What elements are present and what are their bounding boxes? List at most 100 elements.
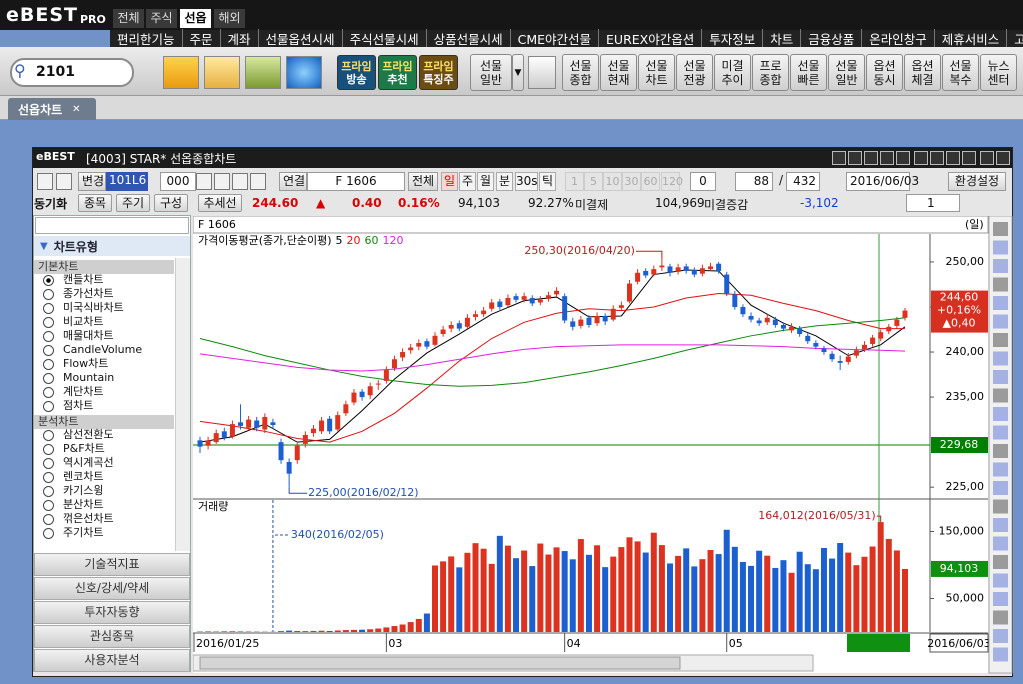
screen-button[interactable]: 프로 종합 [752, 54, 789, 91]
menu-item[interactable]: 금융상품 [800, 29, 861, 48]
tool-icon[interactable] [196, 173, 212, 190]
tool-icon[interactable] [214, 173, 230, 190]
market-tab[interactable]: 주식 [146, 9, 177, 28]
chart-type-item[interactable]: 꺾은선차트 [63, 512, 114, 525]
market-tab[interactable]: 전체 [113, 9, 144, 28]
tool-icon[interactable] [37, 173, 53, 190]
screen-button[interactable]: 선물 일반 [470, 54, 512, 91]
radio[interactable] [43, 373, 54, 384]
chart-type-item[interactable]: 매물대차트 [63, 329, 114, 342]
menu-item[interactable]: 주식선물시세 [341, 29, 426, 48]
period-button[interactable]: 분 [496, 172, 513, 191]
radio[interactable] [43, 275, 54, 286]
chart-type-item[interactable]: 미국식바차트 [63, 301, 124, 314]
radio[interactable] [43, 359, 54, 370]
screen-button[interactable]: 선물 현재 [600, 54, 637, 91]
chart-type-item[interactable]: 종가선차트 [63, 287, 114, 300]
layout-select[interactable]: 1 [906, 194, 960, 212]
menu-item[interactable]: EUREX야간옵션 [598, 29, 701, 48]
period-button[interactable]: 월 [477, 172, 494, 191]
window-control[interactable] [864, 151, 878, 165]
menu-item[interactable]: 상품선물시세 [425, 29, 510, 48]
screen-button[interactable]: 선물 전광 [676, 54, 713, 91]
tool-icon[interactable] [56, 173, 72, 190]
sidebar-header[interactable]: ▼ 차트유형 [34, 236, 190, 256]
radio[interactable] [43, 317, 54, 328]
window-control[interactable] [832, 151, 846, 165]
radio[interactable] [43, 486, 54, 497]
chart-type-item[interactable]: 점차트 [63, 399, 94, 412]
chart-type-item[interactable]: 역시계곡선 [63, 456, 114, 469]
spin-field[interactable]: 0 [690, 172, 716, 191]
screen-button[interactable]: 옵션 동시 [866, 54, 903, 91]
screen-button[interactable]: 선물 일반 [828, 54, 865, 91]
prime-button[interactable]: 프라임 특징주 [419, 55, 458, 90]
change-button[interactable]: 변경 [78, 172, 106, 191]
menu-item[interactable]: 편리한기능 [117, 32, 175, 47]
screen-button[interactable]: 선물 종합 [562, 54, 599, 91]
radio[interactable] [43, 303, 54, 314]
radio[interactable] [43, 472, 54, 483]
radio[interactable] [43, 444, 54, 455]
radio[interactable] [43, 514, 54, 525]
window-control[interactable] [980, 151, 994, 165]
chart-type-item[interactable]: 비교차트 [63, 315, 104, 328]
screen-button[interactable]: 선물 차트 [638, 54, 675, 91]
interval-button[interactable]: 10 [603, 172, 622, 191]
interval-button[interactable]: 5 [584, 172, 603, 191]
quote-button[interactable]: 주기 [116, 194, 150, 212]
screen-button[interactable]: 미결 추이 [714, 54, 751, 91]
menu-item[interactable]: 계좌 [219, 29, 258, 48]
chart-type-item[interactable]: 삼선전환도 [63, 428, 114, 441]
radio[interactable] [43, 458, 54, 469]
chart-type-item[interactable]: Flow차트 [63, 357, 109, 370]
chart-type-item[interactable]: 계단차트 [63, 385, 104, 398]
window-control[interactable] [962, 151, 976, 165]
prime-button[interactable]: 프라임 추천 [378, 55, 417, 90]
count-field[interactable]: 88 [735, 172, 773, 191]
sidebar-button[interactable]: 투자자동향 [34, 601, 190, 624]
settings-button[interactable]: 환경설정 [948, 172, 1006, 191]
interval-button[interactable]: 1 [565, 172, 584, 191]
tab-close[interactable]: ✕ [72, 103, 81, 115]
quote-button[interactable]: 종목 [78, 194, 112, 212]
link-button[interactable]: 연결 [279, 172, 307, 191]
globe-icon[interactable] [286, 56, 322, 89]
menu-item[interactable]: CME야간선물 [509, 29, 598, 48]
market-tab[interactable]: 해외 [214, 9, 245, 28]
window-control[interactable] [848, 151, 862, 165]
radio[interactable] [43, 401, 54, 412]
prime-button[interactable]: 프라임 방송 [337, 55, 376, 90]
menu-item[interactable]: 온라인창구 [861, 29, 934, 48]
chart-type-item[interactable]: 렌코차트 [63, 470, 104, 483]
sub-field[interactable]: 000 [160, 172, 196, 191]
chart-type-item[interactable]: 카기스윙 [63, 484, 104, 497]
window-control[interactable] [914, 151, 928, 165]
chart-type-item[interactable]: 주기차트 [63, 526, 104, 539]
menu-item[interactable]: 차트 [762, 29, 800, 48]
period-button[interactable]: 일 [441, 172, 458, 191]
sidebar-button[interactable]: 사용자분석 [34, 649, 190, 672]
calc-icon[interactable] [245, 56, 281, 89]
tool-icon[interactable] [232, 173, 248, 190]
window-control[interactable] [996, 151, 1010, 165]
layout-icon[interactable] [528, 56, 556, 89]
search-box[interactable] [10, 58, 134, 87]
chart-type-item[interactable]: P&F차트 [63, 442, 105, 455]
radio[interactable] [43, 345, 54, 356]
sidebar-search[interactable] [35, 217, 189, 234]
sidebar-scrollbar[interactable] [175, 258, 190, 551]
period-button[interactable]: 주 [459, 172, 476, 191]
screen-button[interactable]: 뉴스 센터 [980, 54, 1017, 91]
radio[interactable] [43, 430, 54, 441]
updown-icon[interactable] [163, 56, 199, 89]
menu-item[interactable]: 주문 [181, 29, 220, 48]
radio[interactable] [43, 528, 54, 539]
window-control[interactable] [880, 151, 894, 165]
radio[interactable] [43, 331, 54, 342]
screen-button[interactable]: 선물 빠른 [790, 54, 827, 91]
dropdown-arrow[interactable]: ▼ [512, 54, 524, 91]
window-control[interactable] [930, 151, 944, 165]
all-button[interactable]: 전체 [408, 172, 438, 191]
sidebar-button[interactable]: 신호/강세/약세 [34, 577, 190, 600]
